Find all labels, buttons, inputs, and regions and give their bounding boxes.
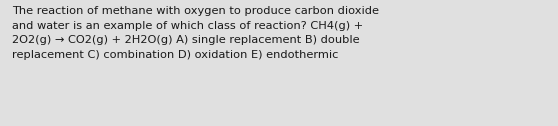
Text: The reaction of methane with oxygen to produce carbon dioxide
and water is an ex: The reaction of methane with oxygen to p… — [12, 6, 379, 59]
